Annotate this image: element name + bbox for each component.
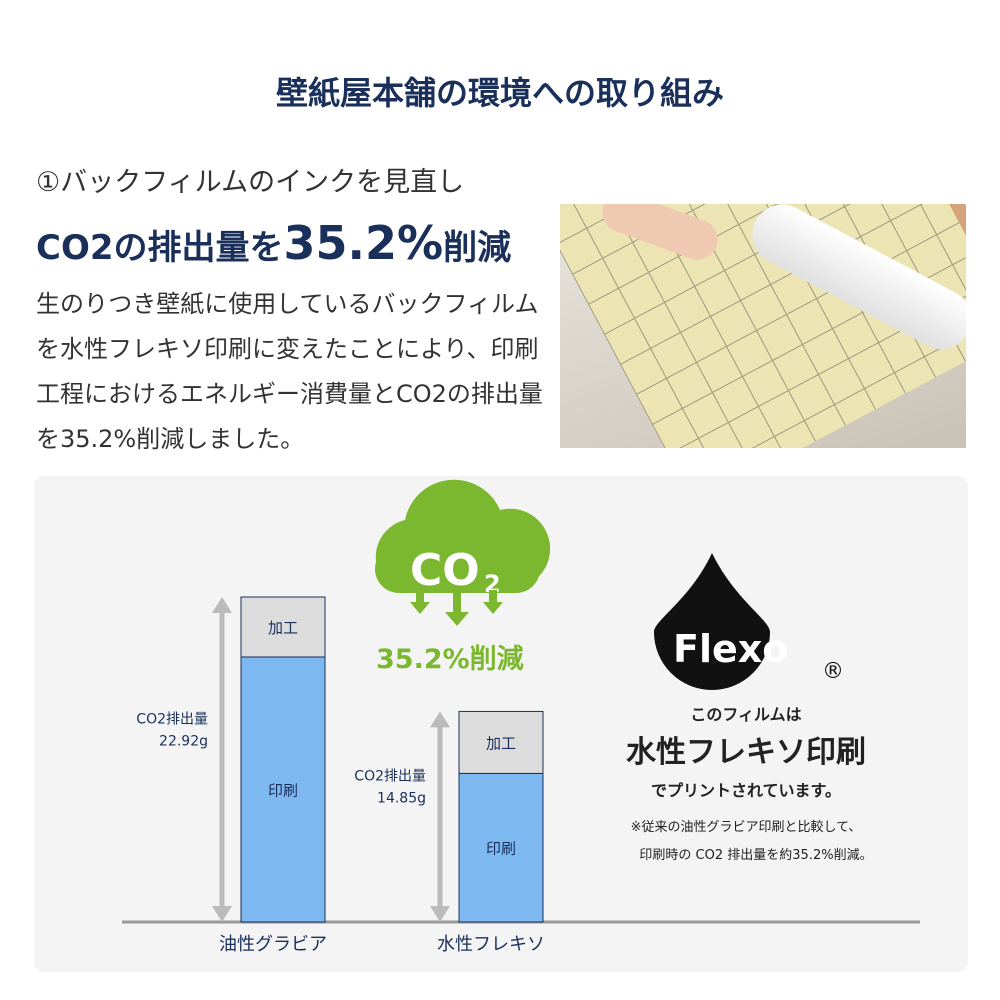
bar-segment-insatsu bbox=[458, 772, 544, 923]
total-label: CO2排出量 bbox=[354, 769, 426, 785]
co2-label: CO bbox=[410, 545, 480, 596]
headline-value: 35.2% bbox=[283, 216, 444, 270]
category-label: 水性フレキソ bbox=[437, 934, 545, 955]
total-label: CO2排出量 bbox=[136, 712, 208, 728]
segment-label: 加工 bbox=[268, 619, 298, 637]
headline-suffix: 削減 bbox=[443, 228, 512, 268]
bar-segment-kakou bbox=[458, 710, 544, 774]
arrow-head-up bbox=[212, 597, 232, 613]
arrow-head-down bbox=[430, 906, 450, 922]
flexo-line3: でプリントされています。 bbox=[651, 781, 841, 800]
svg-text:Flexo: Flexo bbox=[673, 627, 788, 671]
flexo-line1: このフィルムは bbox=[690, 705, 801, 724]
flexo-line2: 水性フレキソ印刷 bbox=[626, 735, 866, 770]
section-subtitle: ①バックフィルムのインクを見直し bbox=[36, 167, 465, 198]
segment-label: 加工 bbox=[486, 734, 516, 752]
arrow-head-up bbox=[430, 711, 450, 728]
flexo-note2: 印刷時の CO2 排出量を約35.2%削減。 bbox=[639, 847, 872, 863]
reduction-label: 35.2%削減 bbox=[376, 644, 524, 675]
bar-segment-kakou bbox=[240, 596, 326, 658]
segment-label: 印刷 bbox=[486, 840, 516, 858]
co2-cloud-icon: CO 2 bbox=[375, 479, 551, 626]
arrow-head-down bbox=[212, 906, 232, 922]
category-label: 油性グラビア bbox=[219, 934, 327, 955]
product-photo bbox=[560, 204, 966, 448]
section-body: 生のりつき壁紙に使用しているバックフィルムを水性フレキソ印刷に変えたことにより、… bbox=[36, 290, 543, 453]
segment-label: 印刷 bbox=[268, 781, 298, 799]
page-title: 壁紙屋本舗の環境への取り組み bbox=[275, 74, 724, 112]
total-value: 14.85g bbox=[377, 791, 426, 807]
headline-prefix: CO2の排出量を bbox=[36, 228, 284, 268]
svg-text:®: ® bbox=[822, 659, 844, 684]
flexo-logo: Flexo ® bbox=[654, 553, 844, 690]
section-headline: CO2の排出量を35.2%削減 bbox=[36, 216, 511, 270]
total-value: 22.92g bbox=[159, 734, 208, 750]
flexo-note1: ※従来の油性グラビア印刷と比較して、 bbox=[631, 820, 862, 835]
